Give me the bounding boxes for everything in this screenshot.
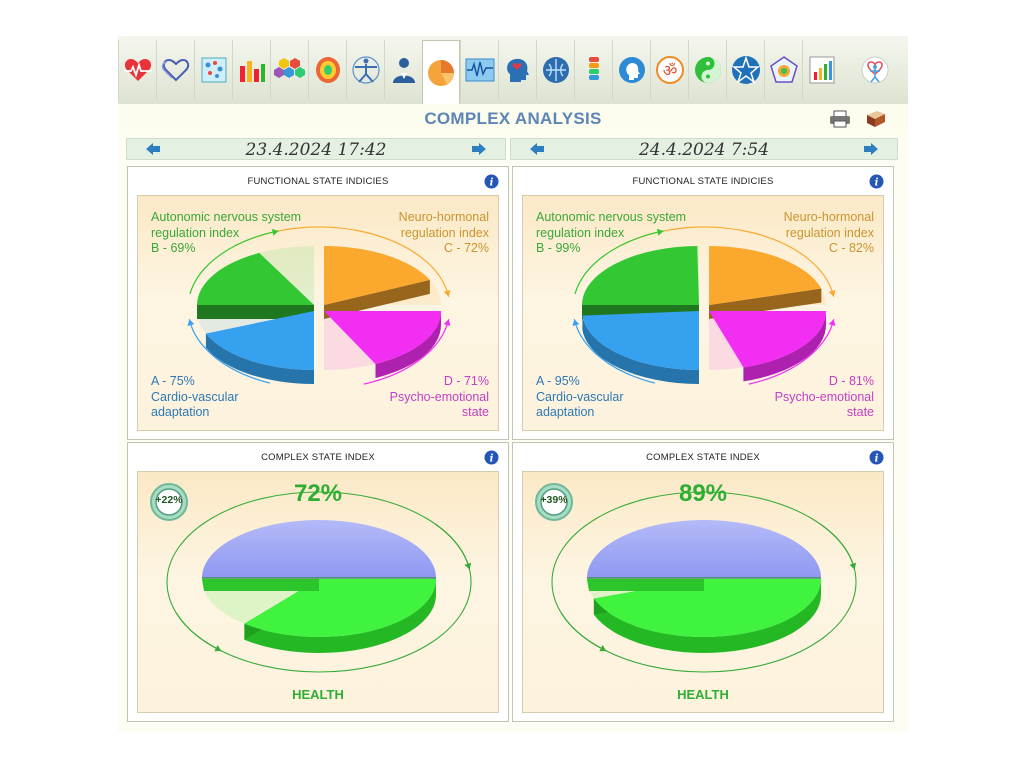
svg-text:i: i	[490, 178, 494, 189]
chakra-pentagon-icon[interactable]	[764, 40, 802, 100]
functional-pie-chart	[187, 226, 451, 385]
svg-text:ॐ: ॐ	[662, 61, 677, 80]
complex-state-panel: COMPLEX STATE INDEX i +39% 89% HEALTH	[512, 442, 894, 722]
complex-state-panel: COMPLEX STATE INDEX i +22% 72% HEALTH	[127, 442, 509, 722]
toolbar: ॐ	[118, 36, 908, 105]
blood-cells-icon[interactable]	[194, 40, 232, 100]
pie-slice-B	[197, 252, 314, 305]
yin-yang-icon[interactable]	[688, 40, 726, 100]
prev-arrow-icon[interactable]	[529, 142, 545, 156]
panel-title: FUNCTIONAL STATE INDICIES	[247, 176, 389, 187]
change-badge: +22%	[155, 494, 183, 506]
health-base-strip	[202, 579, 319, 591]
complex-pie-chart	[551, 491, 857, 673]
pie-slice-B	[582, 246, 699, 305]
label-c: Neuro-hormonal regulation index C - 72%	[398, 210, 489, 255]
functional-state-panel: FUNCTIONAL STATE INDICIES i Autonomic ne…	[127, 166, 509, 440]
health-slice	[593, 579, 821, 637]
health-side	[244, 579, 436, 654]
pie-edge-C	[324, 279, 430, 319]
prev-arrow-icon[interactable]	[145, 142, 161, 156]
pie-edge-B	[197, 305, 314, 319]
bar-chart-icon[interactable]	[232, 40, 270, 100]
spine-icon[interactable]	[574, 40, 612, 100]
change-badge-icon	[150, 483, 188, 521]
complex-chart-area: +22% 72% HEALTH	[137, 471, 499, 713]
complex-index-value: 89%	[678, 480, 728, 507]
functional-chart-area: Autonomic nervous system regulation inde…	[522, 195, 884, 431]
pie-side-A	[205, 333, 314, 384]
page-title: COMPLEX ANALYSIS	[424, 109, 602, 128]
health-top-half	[587, 520, 821, 578]
complex-pie-chart	[166, 491, 472, 673]
functional-pie-chart	[572, 226, 836, 385]
heart-ecg-icon[interactable]	[118, 40, 156, 100]
waveform-monitor-icon[interactable]	[460, 40, 498, 100]
panel-title: FUNCTIONAL STATE INDICIES	[632, 176, 774, 187]
next-arrow-icon[interactable]	[471, 142, 487, 156]
change-badge-icon	[535, 483, 573, 521]
panel-title: COMPLEX STATE INDEX	[261, 452, 375, 463]
label-a: A - 75% Cardio-vascular adaptation	[151, 374, 239, 419]
session-2-date-bar: 24.4.2024 7:54	[510, 138, 898, 160]
session-date: 23.4.2024 17:42	[245, 140, 387, 160]
pie-slice-C	[324, 246, 430, 305]
pie-chart-icon[interactable]	[422, 40, 460, 104]
printer-icon[interactable]	[829, 110, 851, 128]
next-arrow-icon[interactable]	[863, 142, 879, 156]
change-badge: +39%	[540, 494, 568, 506]
info-icon[interactable]: i	[869, 450, 884, 465]
hexagon-grid-icon[interactable]	[270, 40, 308, 100]
info-icon[interactable]: i	[484, 450, 499, 465]
functional-state-panel: FUNCTIONAL STATE INDICIES i Autonomic ne…	[512, 166, 894, 440]
label-b: Autonomic nervous system regulation inde…	[151, 210, 302, 255]
pie-side-D	[743, 311, 826, 382]
hearts-outline-icon[interactable]	[156, 40, 194, 100]
svg-text:i: i	[490, 454, 494, 465]
info-icon[interactable]: i	[869, 174, 884, 189]
pentagram-icon[interactable]	[726, 40, 764, 100]
health-slice	[244, 579, 436, 638]
om-icon[interactable]: ॐ	[650, 40, 688, 100]
svg-text:i: i	[875, 178, 879, 189]
title-bar: COMPLEX ANALYSIS	[118, 104, 908, 134]
health-side	[593, 579, 821, 653]
app-window: ॐ COMPLEX ANALYSIS 23.4.2024 17:42 24.4.…	[118, 36, 908, 732]
pie-side-A	[582, 315, 699, 384]
label-d: D - 71% Psycho-emotional state	[389, 374, 489, 419]
label-a: A - 95% Cardio-vascular adaptation	[536, 374, 624, 419]
session-1-date-bar: 23.4.2024 17:42	[126, 138, 506, 160]
svg-text:i: i	[875, 454, 879, 465]
label-d: D - 81% Psycho-emotional state	[774, 374, 874, 419]
doctor-icon[interactable]	[384, 40, 422, 100]
complex-chart-area: +39% 89% HEALTH	[522, 471, 884, 713]
session-date: 24.4.2024 7:54	[638, 140, 770, 160]
brain-icon[interactable]	[536, 40, 574, 100]
pie-slice-C	[709, 245, 822, 305]
health-label: HEALTH	[292, 687, 344, 702]
book-icon[interactable]	[865, 110, 887, 128]
pie-slice-A	[582, 311, 699, 370]
profile-head-icon[interactable]	[612, 40, 650, 100]
brain-map-icon[interactable]	[308, 40, 346, 100]
health-top-half	[202, 520, 436, 578]
figure-logo-icon	[856, 40, 894, 100]
health-base-strip	[587, 579, 704, 591]
info-icon[interactable]: i	[484, 174, 499, 189]
pie-slice-A	[205, 311, 314, 370]
pie-slice-D	[324, 311, 441, 364]
panel-title: COMPLEX STATE INDEX	[646, 452, 760, 463]
health-label: HEALTH	[677, 687, 729, 702]
functional-chart-area: Autonomic nervous system regulation inde…	[137, 195, 499, 431]
pie-side-D	[375, 311, 441, 378]
report-chart-icon[interactable]	[802, 40, 840, 100]
complex-index-value: 72%	[293, 480, 343, 507]
vitruvian-man-icon[interactable]	[346, 40, 384, 100]
pie-slice-D	[709, 311, 826, 368]
label-c: Neuro-hormonal regulation index C - 82%	[783, 210, 874, 255]
head-heart-icon[interactable]	[498, 40, 536, 100]
label-b: Autonomic nervous system regulation inde…	[536, 210, 687, 255]
